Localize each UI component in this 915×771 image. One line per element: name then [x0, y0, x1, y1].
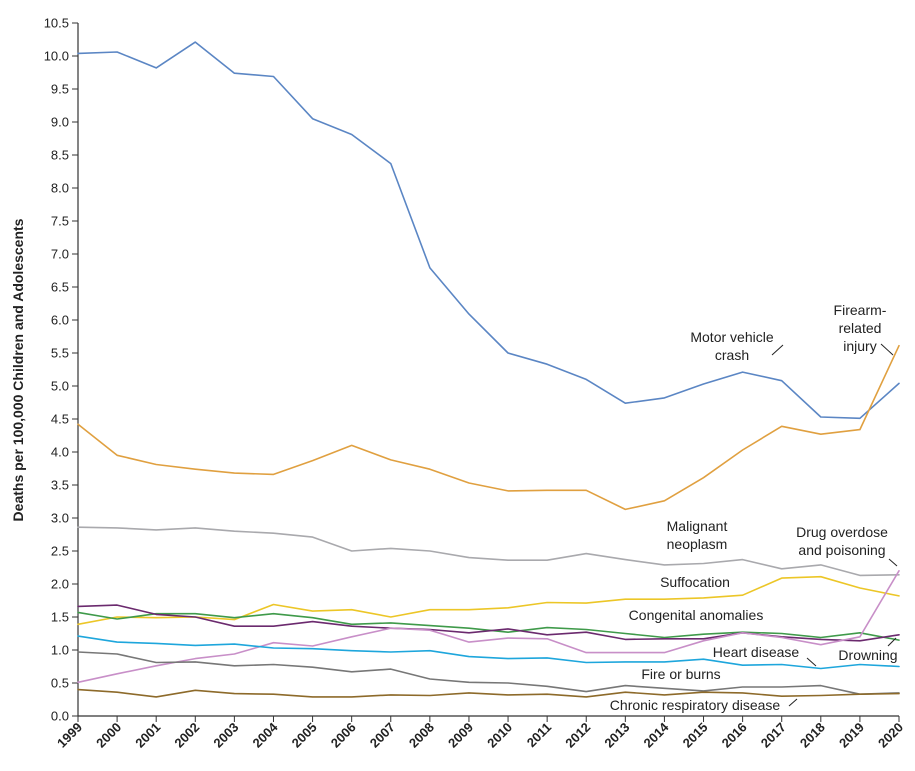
y-tick-label: 8.5 [51, 148, 69, 163]
y-tick-label: 10.0 [44, 49, 69, 64]
series-line-firearm-related-injury [77, 344, 900, 511]
series-line-chronic-respiratory-disease [77, 688, 900, 698]
x-tick-label: 2008 [406, 720, 437, 751]
label-congenital-anomalies: Congenital anomalies [629, 607, 764, 623]
y-tick-label: 2.5 [51, 544, 69, 559]
series-line-motor-vehicle-crash [77, 41, 900, 420]
series-line-drowning [77, 604, 900, 642]
x-tick-label: 2001 [132, 720, 163, 751]
leader-firearm [880, 343, 894, 356]
label-firearm-line3: injury [843, 338, 876, 354]
series-lines [77, 41, 900, 698]
y-tick-label: 9.0 [51, 115, 69, 130]
label-drug-line1: Drug overdose [796, 524, 888, 540]
label-malignant-line1: Malignant [667, 518, 728, 534]
series-annotations: Motor vehicle crash Firearm- related inj… [610, 302, 898, 713]
y-tick-label: 6.5 [51, 280, 69, 295]
y-tick-label: 1.0 [51, 643, 69, 658]
series-line-drug-overdose-and-poisoning [77, 569, 900, 684]
label-motor-vehicle-crash-line1: Motor vehicle [690, 329, 773, 345]
y-tick-label: 9.5 [51, 82, 69, 97]
y-tick-label: 5.5 [51, 346, 69, 361]
leader-heart [806, 657, 817, 667]
y-tick-label: 8.0 [51, 181, 69, 196]
x-tick-label: 2007 [367, 720, 398, 751]
x-tick-label: 2006 [328, 720, 359, 751]
leader-motor-vehicle [771, 344, 784, 356]
y-tick-label: 7.5 [51, 214, 69, 229]
series-line-suffocation [77, 575, 900, 626]
series-line-malignant-neoplasm [77, 526, 900, 577]
leader-drug [888, 558, 898, 567]
x-tick-label: 2004 [250, 719, 282, 751]
y-tick-label: 3.5 [51, 478, 69, 493]
series-line-heart-disease [77, 635, 900, 670]
x-tick-label: 2010 [484, 720, 515, 751]
y-tick-label: 3.0 [51, 511, 69, 526]
x-tick-label: 2003 [210, 720, 241, 751]
y-tick-label: 10.5 [44, 16, 69, 31]
y-axis-ticks: 0.0 0.5 1.0 1.5 2.0 2.5 3.0 3.5 4.0 4.5 5.0 5.5 6.0 6… [44, 16, 78, 724]
x-tick-label: 2020 [875, 720, 906, 751]
x-axis-ticks: 1999 2000 2001 2002 2003 2004 2005 2006 2007 2008… [54, 716, 906, 751]
y-tick-label: 2.0 [51, 577, 69, 592]
x-tick-label: 1999 [54, 720, 85, 751]
series-line-fire-or-burns [77, 651, 900, 696]
x-tick-label: 2014 [640, 719, 672, 751]
y-tick-label: 7.0 [51, 247, 69, 262]
label-firearm-line1: Firearm- [834, 302, 887, 318]
label-drug-line2: and poisoning [798, 542, 885, 558]
axes [77, 23, 899, 717]
y-axis-title: Deaths per 100,000 Children and Adolesce… [10, 218, 26, 521]
x-tick-label: 2018 [797, 720, 828, 751]
y-tick-label: 5.0 [51, 379, 69, 394]
label-heart-disease: Heart disease [713, 644, 800, 660]
x-tick-label: 2002 [171, 720, 202, 751]
x-tick-label: 2000 [93, 720, 124, 751]
y-tick-label: 1.5 [51, 610, 69, 625]
x-tick-label: 2015 [680, 720, 711, 751]
label-motor-vehicle-crash-line2: crash [715, 347, 749, 363]
y-tick-label: 0.5 [51, 676, 69, 691]
x-tick-label: 2013 [601, 720, 632, 751]
y-tick-label: 0.0 [51, 709, 69, 724]
leader-chronic [788, 698, 798, 707]
x-tick-label: 2005 [289, 720, 320, 751]
y-tick-label: 4.0 [51, 445, 69, 460]
y-tick-label: 4.5 [51, 412, 69, 427]
x-tick-label: 2017 [758, 720, 789, 751]
label-firearm-line2: related [839, 320, 882, 336]
y-tick-label: 6.0 [51, 313, 69, 328]
label-chronic-respiratory: Chronic respiratory disease [610, 697, 781, 713]
x-tick-label: 2019 [836, 720, 867, 751]
x-tick-label: 2011 [524, 720, 555, 751]
label-suffocation: Suffocation [660, 574, 730, 590]
x-tick-label: 2012 [562, 720, 593, 751]
x-tick-label: 2016 [719, 720, 750, 751]
label-drowning: Drowning [838, 647, 897, 663]
label-fire-or-burns: Fire or burns [641, 666, 720, 682]
label-malignant-line2: neoplasm [667, 536, 728, 552]
x-tick-label: 2009 [445, 720, 476, 751]
leader-drowning [887, 637, 897, 647]
